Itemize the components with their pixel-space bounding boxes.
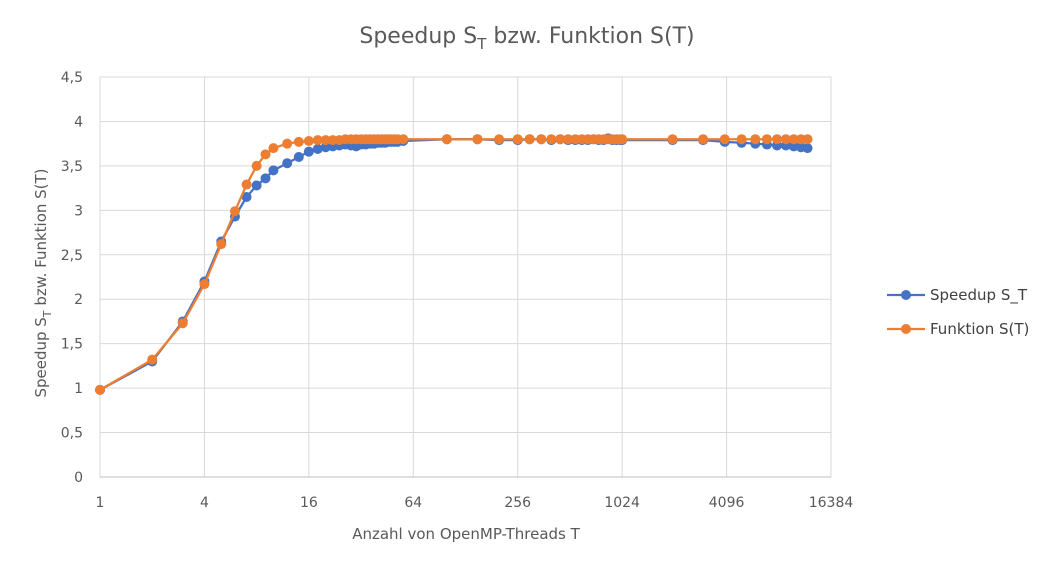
series-2	[95, 134, 813, 395]
data-point	[312, 144, 323, 154]
legend-item: Speedup S_T	[887, 286, 1028, 305]
data-point	[512, 134, 523, 145]
data-point	[282, 158, 293, 169]
legend-item: Funktion S(T)	[887, 320, 1029, 338]
data-point	[750, 134, 761, 145]
y-tick-label: 1	[74, 381, 83, 397]
data-point	[260, 173, 271, 184]
data-point	[472, 134, 483, 145]
y-tick-label: 2,5	[61, 248, 83, 264]
x-tick-label: 1024	[604, 495, 640, 511]
x-tick-label: 1	[96, 495, 105, 511]
x-tick-label: 64	[404, 495, 422, 511]
chart-title-main: Speedup S	[359, 24, 477, 49]
data-point	[698, 134, 709, 145]
data-point	[293, 136, 304, 147]
legend: Speedup S_T Funktion S(T)	[887, 286, 1029, 338]
y-tick-label: 3,5	[61, 159, 83, 175]
data-point	[241, 192, 252, 202]
y-tick-label: 1,5	[61, 337, 83, 353]
data-point	[303, 136, 314, 146]
legend-marker	[901, 324, 911, 334]
data-point	[282, 138, 293, 149]
data-point	[303, 146, 314, 157]
chart-title: Speedup ST bzw. Funktion S(T)	[359, 24, 694, 53]
legend-label: Funktion S(T)	[930, 320, 1029, 338]
y-tick-label: 4,5	[61, 70, 83, 86]
legend-label: Speedup S_T	[930, 286, 1028, 305]
data-point	[147, 354, 158, 365]
data-point	[441, 134, 452, 145]
data-point	[788, 134, 799, 145]
data-point	[293, 152, 304, 162]
data-point	[268, 165, 279, 176]
series-line	[99, 138, 808, 391]
y-tick-label: 0,5	[61, 426, 83, 442]
data-point	[524, 134, 535, 145]
data-point	[251, 180, 262, 191]
x-tick-label: 4096	[709, 495, 745, 511]
data-point	[546, 134, 557, 145]
x-tick-label: 16	[300, 495, 318, 511]
data-point	[199, 279, 210, 290]
x-tick-label: 256	[504, 495, 531, 511]
x-tick-label: 4	[200, 495, 209, 511]
data-point	[229, 206, 240, 217]
data-point	[268, 143, 279, 154]
x-tick-label: 16384	[809, 495, 854, 511]
data-point	[667, 134, 678, 145]
y-tick-label: 2	[74, 292, 83, 308]
data-point	[802, 134, 813, 145]
y-tick-label: 3	[74, 203, 83, 219]
series-1	[95, 133, 813, 395]
axes	[99, 77, 831, 478]
data-point	[494, 134, 505, 145]
data-point	[216, 239, 227, 250]
data-point	[260, 149, 271, 160]
y-axis-label: Speedup ST bzw. Funktion S(T)	[32, 168, 54, 397]
data-point	[312, 135, 323, 146]
data-point	[555, 134, 566, 145]
y-tick-label: 0	[74, 470, 83, 486]
data-point	[95, 384, 105, 395]
series-line	[99, 137, 808, 391]
y-axis-label-main: Speedup S	[32, 317, 50, 397]
chart-title-sub: T	[476, 35, 487, 53]
y-tick-label: 4	[74, 114, 83, 130]
data-point	[719, 134, 730, 145]
data-point	[177, 318, 188, 329]
y-axis-label-sub: T	[41, 310, 54, 318]
data-point	[241, 179, 252, 190]
data-point	[398, 134, 409, 145]
data-point	[251, 160, 262, 171]
x-tick-labels: 1 4 16 64 256 1024 4096 16384	[96, 495, 854, 511]
data-point	[536, 134, 547, 145]
x-axis-label: Anzahl von OpenMP-Threads T	[352, 525, 580, 543]
data-point	[563, 134, 574, 145]
data-point	[761, 134, 772, 145]
series-layer	[95, 133, 813, 395]
data-point	[320, 135, 331, 146]
data-point	[802, 143, 813, 154]
chart-title-rest: bzw. Funktion S(T)	[486, 24, 694, 49]
legend-marker	[901, 290, 911, 300]
data-point	[736, 134, 747, 145]
y-axis-label-rest: bzw. Funktion S(T)	[32, 168, 50, 310]
data-point	[772, 134, 782, 145]
y-tick-labels: 0 0,5 1 1,5 2 2,5 3 3,5 4 4,5	[61, 70, 83, 486]
data-point	[617, 134, 628, 145]
data-point	[780, 134, 791, 145]
